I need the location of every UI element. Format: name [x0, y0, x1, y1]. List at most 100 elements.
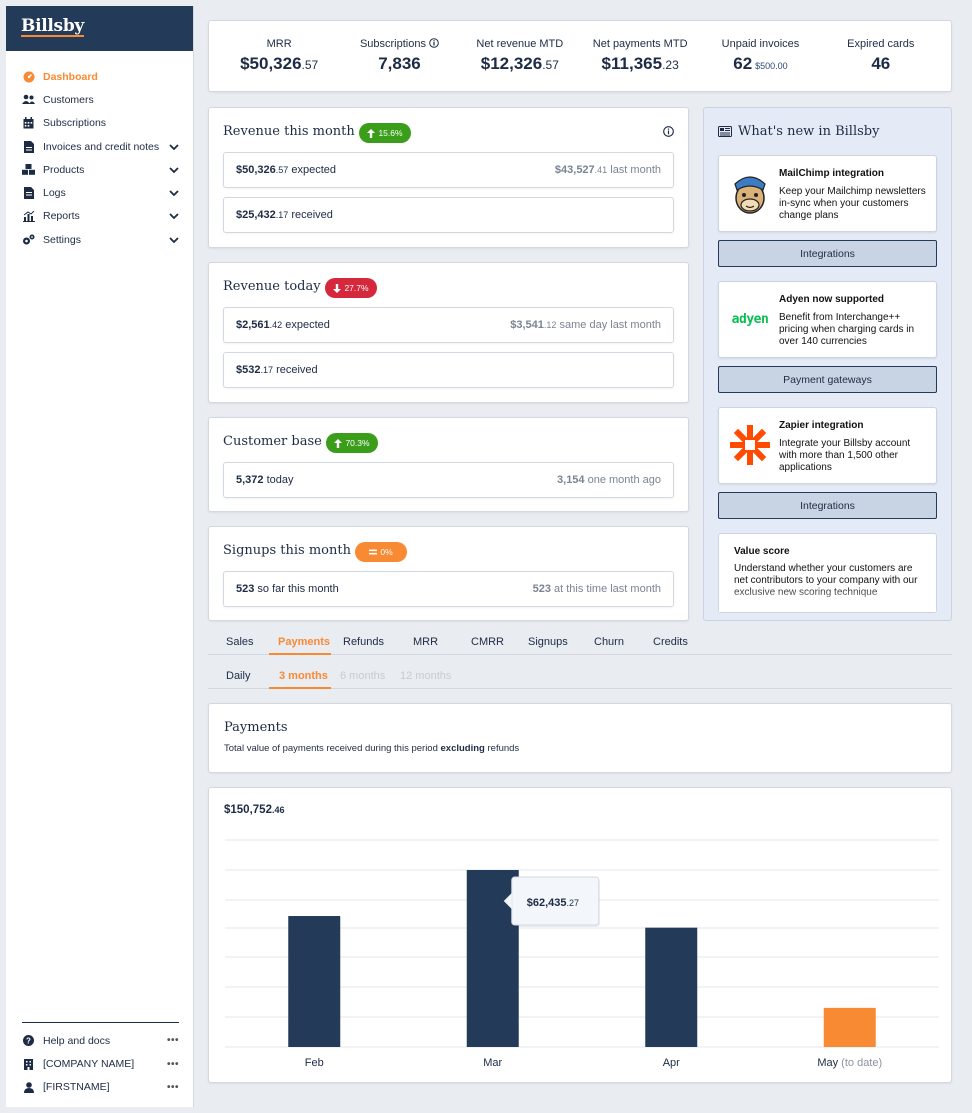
chart-icon [22, 210, 35, 223]
kpi-unpaid-invoices[interactable]: Unpaid invoices 62 $500.00 [700, 38, 820, 74]
revenue-month-card: Revenue this month 15.6% $50,326.57 expe… [208, 107, 689, 248]
card-title: Revenue this month [223, 124, 355, 139]
more-options-icon[interactable]: ••• [166, 1058, 179, 1070]
integrations-button[interactable]: Integrations [718, 492, 937, 519]
expected-row: $2,561.42 expected $3,541.12 same day la… [223, 307, 674, 343]
sidebar-item-reports[interactable]: Reports [6, 205, 193, 228]
change-badge: 27.7% [325, 278, 377, 298]
more-options-icon[interactable]: ••• [166, 1035, 179, 1047]
kpi-mrr[interactable]: MRR $50,326.57 [219, 38, 339, 74]
cogs-icon [22, 233, 35, 246]
info-icon [429, 38, 439, 48]
customer-row: 5,372 today 3,154 one month ago [223, 462, 674, 498]
sidebar-item-logs[interactable]: Logs [6, 181, 193, 204]
kpi-net-payments[interactable]: Net payments MTD $11,365.23 [580, 38, 700, 74]
building-icon [22, 1058, 35, 1071]
tab-churn[interactable]: Churn [594, 636, 624, 648]
news-card-title: MailChimp integration [779, 168, 884, 179]
help-icon: ? [22, 1034, 35, 1047]
sidebar-item-invoices[interactable]: Invoices and credit notes [6, 135, 193, 158]
news-card-title: Adyen now supported [779, 294, 884, 305]
tab-signups[interactable]: Signups [528, 636, 568, 648]
kpi-value: 46 [871, 54, 891, 73]
file-icon [22, 187, 35, 200]
period-tab-daily[interactable]: Daily [226, 670, 251, 682]
boxes-icon [22, 163, 35, 176]
chevron-down-icon [169, 167, 179, 174]
users-icon [22, 93, 35, 106]
news-card-zapier[interactable]: Zapier integration Integrate your Billsb… [718, 407, 937, 484]
kpi-net-revenue[interactable]: Net revenue MTD $12,326.57 [460, 38, 580, 74]
section-title: Payments [224, 720, 288, 735]
kpi-label: MRR [266, 38, 292, 50]
period-tab-3-months[interactable]: 3 months [279, 670, 328, 682]
newspaper-icon [718, 126, 732, 137]
kpi-expired-cards[interactable]: Expired cards 46 [821, 38, 941, 74]
brand-logo[interactable]: Billsby [21, 16, 84, 37]
tab-sales[interactable]: Sales [226, 636, 254, 648]
kpi-subscriptions[interactable]: Subscriptions 7,836 [339, 38, 459, 74]
chevron-down-icon [169, 190, 179, 197]
info-icon[interactable] [663, 126, 674, 137]
news-card-title: Value score [734, 546, 790, 557]
news-card-adyen[interactable]: adyen Adyen now supported Benefit from I… [718, 281, 937, 358]
kpi-label: Net payments MTD [592, 38, 688, 50]
customer-base-card: Customer base 70.3% 5,372 today 3,154 on… [208, 417, 689, 512]
kpi-value: $50,326.57 [240, 54, 319, 73]
period-tabs: Daily 3 months 6 months 12 months [208, 664, 952, 689]
change-badge: 70.3% [326, 433, 378, 453]
integrations-button[interactable]: Integrations [718, 240, 937, 267]
period-tab-12-months[interactable]: 12 months [400, 670, 452, 682]
sidebar-item-label: Logs [43, 187, 66, 200]
sidebar-item-customers[interactable]: Customers [6, 88, 193, 111]
received-row: $532.17 received [223, 352, 674, 388]
kpi-summary: MRR $50,326.57 Subscriptions 7,836 Net r… [208, 20, 952, 92]
more-options-icon[interactable]: ••• [166, 1081, 179, 1093]
sidebar-item-label: Help and docs [43, 1034, 111, 1047]
expected-row: $50,326.57 expected $43,527.41 last mont… [223, 152, 674, 188]
svg-text:?: ? [26, 1037, 31, 1046]
sidebar-item-user[interactable]: [FIRSTNAME] ••• [22, 1076, 179, 1099]
change-badge: 0% [355, 542, 407, 562]
zapier-logo-icon [727, 422, 773, 468]
sidebar-item-label: Dashboard [43, 70, 98, 83]
brand-header: Billsby [6, 6, 193, 51]
news-card-mailchimp[interactable]: MailChimp integration Keep your Mailchim… [718, 155, 937, 232]
x-tick-label: Feb [305, 1057, 324, 1069]
sidebar-item-subscriptions[interactable]: Subscriptions [6, 112, 193, 135]
sidebar-item-help[interactable]: ? Help and docs ••• [22, 1029, 179, 1052]
tab-credits[interactable]: Credits [653, 636, 688, 648]
arrow-up-icon [367, 128, 376, 138]
active-tab-indicator [269, 653, 331, 655]
sidebar-item-products[interactable]: Products [6, 158, 193, 181]
sidebar-item-label: Products [43, 163, 85, 176]
bar-feb[interactable] [288, 916, 341, 1047]
payments-chart-card: $150,752.46 Feb Mar Apr May (to date) $62,43… [208, 787, 952, 1083]
chart-total: $150,752.46 [224, 804, 285, 816]
arrow-up-icon [334, 438, 343, 448]
revenue-today-card: Revenue today 27.7% $2,561.42 expected $… [208, 262, 689, 403]
kpi-label: Unpaid invoices [721, 38, 800, 50]
news-card-description: Integrate your Billsby account with more… [779, 438, 911, 473]
active-period-indicator [269, 687, 331, 689]
tab-cmrr[interactable]: CMRR [471, 636, 504, 648]
sidebar: Billsby Dashboard Customers Subscription… [6, 6, 194, 1107]
sidebar-item-label: [COMPANY NAME] [43, 1058, 135, 1071]
sidebar-item-settings[interactable]: Settings [6, 228, 193, 251]
bar-apr[interactable] [645, 927, 698, 1047]
kpi-label: Subscriptions [339, 38, 459, 50]
sidebar-item-dashboard[interactable]: Dashboard [6, 65, 193, 88]
period-tab-6-months[interactable]: 6 months [340, 670, 386, 682]
sidebar-nav: Dashboard Customers Subscriptions Invoic… [6, 65, 193, 251]
bar-may[interactable] [823, 1007, 876, 1047]
fade-overlay [719, 586, 936, 612]
tab-refunds[interactable]: Refunds [343, 636, 384, 648]
news-card-value-score[interactable]: Value score Understand whether your cust… [718, 533, 937, 613]
sidebar-item-label: Settings [43, 233, 81, 246]
tab-mrr[interactable]: MRR [413, 636, 439, 648]
news-card-title: Zapier integration [779, 420, 864, 431]
sidebar-item-company[interactable]: [COMPANY NAME] ••• [22, 1052, 179, 1075]
tab-payments[interactable]: Payments [278, 636, 330, 648]
signups-row: 523 so far this month 523 at this time l… [223, 571, 674, 607]
payment-gateways-button[interactable]: Payment gateways [718, 366, 937, 393]
